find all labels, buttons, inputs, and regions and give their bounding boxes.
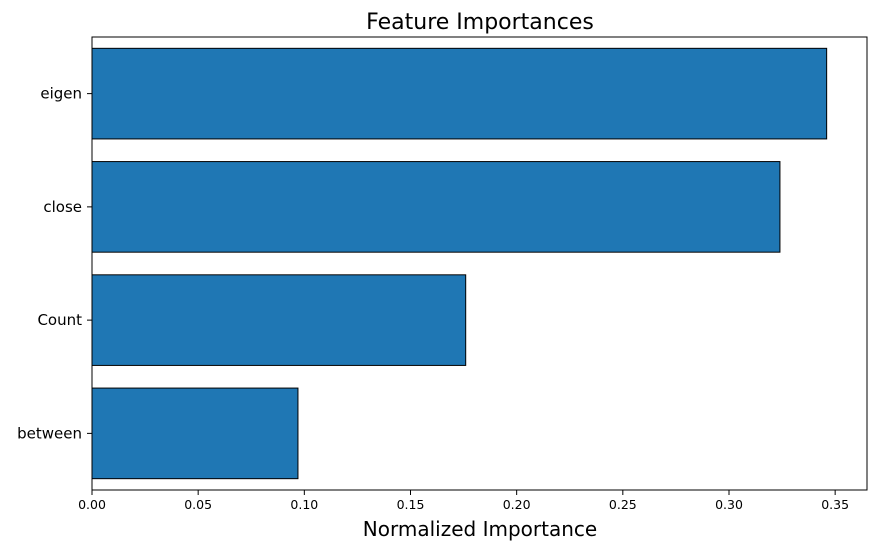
bars-group bbox=[91, 47, 828, 480]
x-axis-ticks: 0.00 0.05 0.10 0.15 0.20 0.25 0.30 0.35 bbox=[78, 490, 849, 512]
bar-count bbox=[91, 274, 467, 366]
bar-eigen bbox=[91, 47, 828, 140]
y-tick-label: between bbox=[17, 424, 82, 442]
x-tick-label: 0.10 bbox=[290, 497, 318, 512]
y-tick-label: Count bbox=[37, 311, 82, 329]
x-tick-label: 0.30 bbox=[715, 497, 743, 512]
x-axis-label: Normalized Importance bbox=[363, 517, 597, 541]
chart-title: Feature Importances bbox=[366, 10, 594, 35]
plot-frame bbox=[91, 36, 868, 491]
x-tick-label: 0.00 bbox=[78, 497, 106, 512]
x-tick-label: 0.35 bbox=[821, 497, 849, 512]
bar-close bbox=[91, 161, 781, 253]
y-tick-label: close bbox=[43, 198, 82, 216]
x-tick-label: 0.25 bbox=[609, 497, 637, 512]
x-tick-label: 0.15 bbox=[397, 497, 425, 512]
y-tick-label: eigen bbox=[40, 85, 82, 103]
bar-between bbox=[91, 387, 299, 480]
x-tick-label: 0.20 bbox=[503, 497, 531, 512]
y-axis-ticks: eigen close Count between bbox=[17, 85, 92, 442]
x-tick-label: 0.05 bbox=[184, 497, 212, 512]
